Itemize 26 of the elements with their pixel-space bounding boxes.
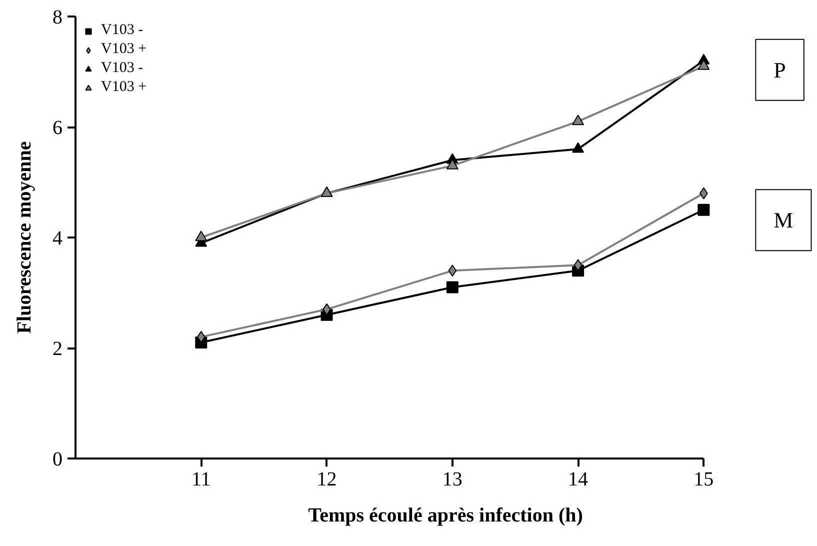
x-tick-label: 11 <box>192 468 211 490</box>
x-axis-title: Temps écoulé après infection (h) <box>308 504 583 526</box>
legend-label: V103 - <box>101 60 144 77</box>
y-axis-title: Fluorescence moyenne <box>14 141 36 334</box>
point <box>572 142 584 153</box>
point <box>572 114 584 126</box>
text: P <box>774 57 786 82</box>
y-tick-label: 6 <box>52 117 62 139</box>
x-tick-label: 13 <box>442 468 462 490</box>
legend-label: V103 + <box>101 79 147 96</box>
point <box>448 264 457 277</box>
point <box>196 330 206 343</box>
legend-label: V103 + <box>101 41 147 58</box>
x-tick-label: 14 <box>568 468 588 490</box>
text: M <box>774 208 794 233</box>
point <box>698 204 710 216</box>
point <box>574 259 582 272</box>
point <box>446 281 458 294</box>
x-tick-label: 12 <box>316 468 337 490</box>
legend-label: V103 - <box>101 22 144 39</box>
y-tick-label: 8 <box>52 6 62 28</box>
x-tick-label: 15 <box>694 468 714 490</box>
y-tick-label: 4 <box>52 228 62 250</box>
y-tick-label: 0 <box>52 448 62 470</box>
y-tick-label: 2 <box>52 338 62 360</box>
point <box>195 230 208 242</box>
